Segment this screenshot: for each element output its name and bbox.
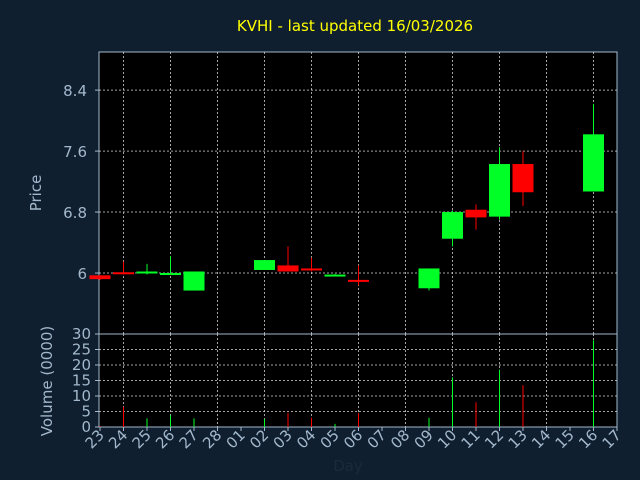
candle-body <box>348 279 369 282</box>
volume-tick-label: 25 <box>72 341 91 359</box>
day-tick-label: 10 <box>434 426 460 452</box>
day-tick-label: 04 <box>293 426 319 452</box>
day-tick-label: 06 <box>340 426 366 452</box>
day-tick-label: 16 <box>575 426 601 452</box>
day-axis-label: Day <box>333 457 363 475</box>
day-tick-label: 01 <box>223 426 249 452</box>
candle-body <box>136 271 158 274</box>
candle-body <box>442 212 463 239</box>
candle-body <box>324 274 346 277</box>
day-tick-label: 17 <box>599 426 625 452</box>
day-tick-label: 09 <box>411 426 437 452</box>
day-tick-label: 28 <box>199 426 225 452</box>
day-tick-label: 05 <box>317 426 343 452</box>
price-tick-label: 7.6 <box>63 143 87 161</box>
price-tick-label: 8.4 <box>63 82 87 100</box>
day-tick-label: 03 <box>270 426 296 452</box>
day-tick-label: 27 <box>176 426 202 452</box>
price-axis-ticks: 6 6.8 7.6 8.4 <box>63 82 99 283</box>
candle-body <box>89 275 111 280</box>
day-tick-label: 07 <box>364 426 390 452</box>
candle-body <box>583 134 604 192</box>
chart-title: KVHI - last updated 16/03/2026 <box>237 17 473 35</box>
day-axis-ticks: 2324252627280102030405060708091011121314… <box>82 426 625 452</box>
day-tick-label: 08 <box>387 426 413 452</box>
price-axis-label: Price <box>27 175 45 212</box>
price-tick-label: 6 <box>77 265 87 283</box>
day-tick-label: 13 <box>505 426 531 452</box>
candles <box>89 103 604 291</box>
day-tick-label: 14 <box>528 426 554 452</box>
volume-tick-label: 15 <box>72 372 91 390</box>
volume-tick-label: 10 <box>72 387 91 405</box>
candle-body <box>489 164 510 217</box>
day-tick-label: 12 <box>481 426 507 452</box>
volume-tick-label: 0 <box>81 418 91 436</box>
candle-body <box>160 273 181 276</box>
candle-body <box>277 265 299 272</box>
day-tick-label: 15 <box>552 426 578 452</box>
day-tick-label: 26 <box>152 426 178 452</box>
day-tick-label: 25 <box>129 426 155 452</box>
candle-body <box>254 260 275 270</box>
volume-axis-label: Volume (0000) <box>38 326 56 436</box>
candle-body <box>301 268 322 271</box>
candle-body <box>183 271 205 291</box>
price-tick-label: 6.8 <box>63 204 87 222</box>
candle-body <box>418 268 440 289</box>
day-tick-label: 02 <box>246 426 272 452</box>
candle-body <box>465 209 487 218</box>
day-tick-label: 11 <box>458 426 484 452</box>
volume-tick-label: 5 <box>81 403 91 421</box>
volume-bars <box>99 340 594 427</box>
candle-body <box>512 164 534 193</box>
day-tick-label: 24 <box>105 426 131 452</box>
candle-body <box>113 272 134 275</box>
volume-tick-label: 30 <box>72 325 91 343</box>
volume-tick-label: 20 <box>72 356 91 374</box>
